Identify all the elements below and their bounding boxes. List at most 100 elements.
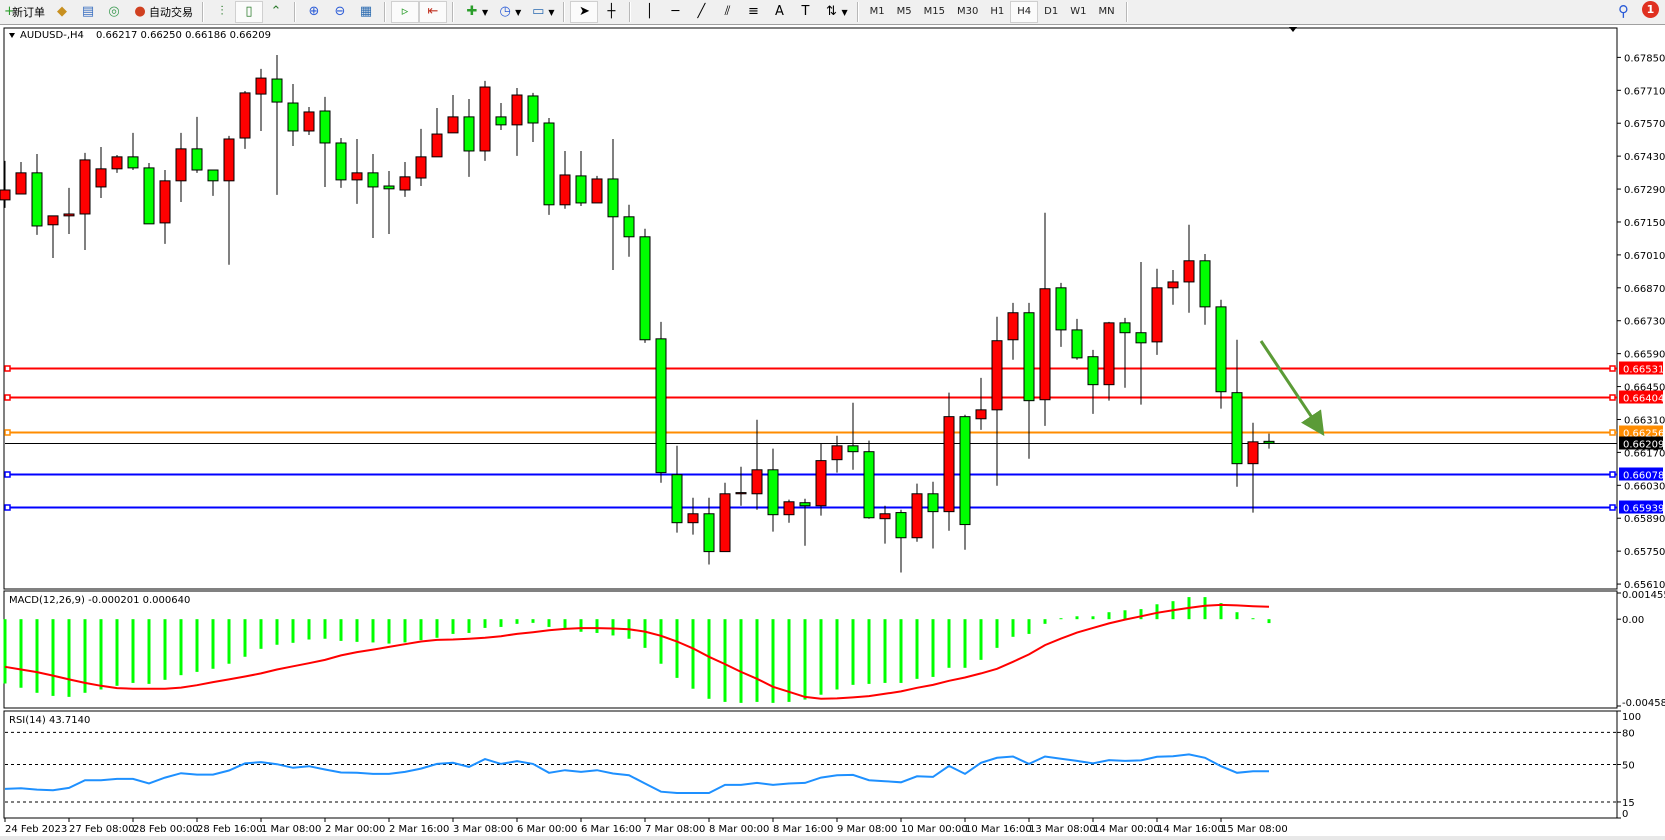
bar-chart-button[interactable]: ⫶ xyxy=(209,1,235,23)
candle[interactable] xyxy=(1119,317,1131,388)
candle[interactable] xyxy=(191,116,203,173)
candle[interactable] xyxy=(1039,212,1051,426)
candle[interactable] xyxy=(287,83,299,147)
line-handle[interactable] xyxy=(1609,429,1616,436)
candle[interactable] xyxy=(815,443,827,516)
timeframe-m30[interactable]: M30 xyxy=(956,6,979,17)
candle[interactable] xyxy=(959,414,971,550)
candle[interactable] xyxy=(591,175,603,204)
timeframe-mn[interactable]: MN xyxy=(1098,6,1115,17)
candle[interactable] xyxy=(1071,318,1083,360)
periods-button[interactable]: ◷ ▼ xyxy=(492,1,525,23)
candle[interactable] xyxy=(991,316,1003,486)
candle[interactable] xyxy=(15,162,27,195)
market-watch-button[interactable]: ◆ xyxy=(49,1,75,23)
auto-trading-button[interactable]: ● 自动交易 xyxy=(127,1,197,23)
rsi-pane[interactable]: 100 80 50 150 xyxy=(4,710,1641,820)
candle[interactable] xyxy=(335,138,347,188)
candle[interactable] xyxy=(975,377,987,430)
candle[interactable] xyxy=(527,92,539,143)
timeframe-w1[interactable]: W1 xyxy=(1070,6,1087,17)
candle[interactable] xyxy=(751,419,763,510)
text-button[interactable]: A xyxy=(766,1,792,23)
candle[interactable] xyxy=(63,187,75,234)
timeframe-m15[interactable]: M15 xyxy=(923,6,945,17)
candle[interactable] xyxy=(575,150,587,206)
candle[interactable] xyxy=(1151,268,1163,355)
candle[interactable] xyxy=(799,498,811,546)
candle[interactable] xyxy=(1167,269,1179,305)
candle[interactable] xyxy=(1263,433,1275,449)
timeframe-m1[interactable]: M1 xyxy=(869,6,885,17)
auto-scroll-button[interactable]: ▹ xyxy=(391,1,419,23)
candle[interactable] xyxy=(111,154,123,173)
trendline-button[interactable]: ╱ xyxy=(688,1,714,23)
candle[interactable] xyxy=(1135,261,1147,405)
candle[interactable] xyxy=(463,99,475,177)
candle[interactable] xyxy=(175,132,187,202)
candle[interactable] xyxy=(1007,302,1019,360)
candle[interactable] xyxy=(479,80,491,161)
candle[interactable] xyxy=(607,138,619,270)
horizontal-line-button[interactable]: ─ xyxy=(662,1,688,23)
candle[interactable] xyxy=(543,118,555,215)
candle[interactable] xyxy=(783,499,795,523)
candle[interactable] xyxy=(95,146,107,198)
candle[interactable] xyxy=(47,215,59,258)
candle[interactable] xyxy=(319,96,331,187)
fibonacci-button[interactable]: ≡ xyxy=(740,1,766,23)
text-label-button[interactable]: T xyxy=(792,1,818,23)
candlestick-button[interactable]: ▯ xyxy=(235,1,263,23)
new-order-button[interactable]: + 新订单 xyxy=(0,1,49,23)
candle[interactable] xyxy=(511,87,523,156)
line-handle[interactable] xyxy=(4,365,11,372)
cursor-button[interactable]: ➤ xyxy=(570,1,599,23)
zoom-out-button[interactable]: ⊖ xyxy=(327,1,353,23)
notification-badge[interactable]: 1 xyxy=(1642,1,1659,18)
vertical-line-button[interactable]: │ xyxy=(636,1,662,23)
candle[interactable] xyxy=(1087,349,1099,414)
candle[interactable] xyxy=(495,103,507,131)
line-handle[interactable] xyxy=(4,394,11,401)
candle[interactable] xyxy=(1183,224,1195,313)
candle[interactable] xyxy=(911,483,923,542)
candle[interactable] xyxy=(255,68,267,131)
equidistant-channel-button[interactable]: ⫽ xyxy=(714,1,740,23)
candle[interactable] xyxy=(1199,253,1211,325)
candle[interactable] xyxy=(847,402,859,470)
line-handle[interactable] xyxy=(1609,471,1616,478)
crosshair-button[interactable]: ┼ xyxy=(598,1,624,23)
timeframe-h4[interactable]: H4 xyxy=(1010,1,1039,23)
zoom-in-button[interactable]: ⊕ xyxy=(301,1,327,23)
candle[interactable] xyxy=(1231,339,1243,487)
candle[interactable] xyxy=(399,162,411,197)
candle[interactable] xyxy=(0,160,11,208)
line-chart-button[interactable]: ⌃ xyxy=(263,1,289,23)
candle[interactable] xyxy=(271,55,283,195)
candle[interactable] xyxy=(303,107,315,135)
line-handle[interactable] xyxy=(4,471,11,478)
candle[interactable] xyxy=(735,466,747,506)
timeframe-h1[interactable]: H1 xyxy=(990,6,1005,17)
search-icon[interactable]: ⚲ xyxy=(1618,2,1629,20)
line-handle[interactable] xyxy=(4,504,11,511)
navigator-button[interactable]: ▤ xyxy=(75,1,101,23)
candle[interactable] xyxy=(655,321,667,483)
candle[interactable] xyxy=(623,204,635,257)
candle[interactable] xyxy=(431,107,443,158)
timeframe-m5[interactable]: M5 xyxy=(896,6,912,17)
line-handle[interactable] xyxy=(1609,394,1616,401)
candle[interactable] xyxy=(639,228,651,343)
tile-windows-button[interactable]: ▦ xyxy=(353,1,379,23)
candle[interactable] xyxy=(943,392,955,531)
signals-button[interactable]: ◎ xyxy=(101,1,127,23)
candle[interactable] xyxy=(671,445,683,533)
candle[interactable] xyxy=(207,169,219,196)
candle[interactable] xyxy=(1247,422,1259,513)
chart-shift-marker[interactable] xyxy=(1289,27,1297,32)
candle[interactable] xyxy=(159,170,171,244)
candle[interactable] xyxy=(239,91,251,149)
candle[interactable] xyxy=(863,440,875,519)
candle[interactable] xyxy=(1023,302,1035,459)
